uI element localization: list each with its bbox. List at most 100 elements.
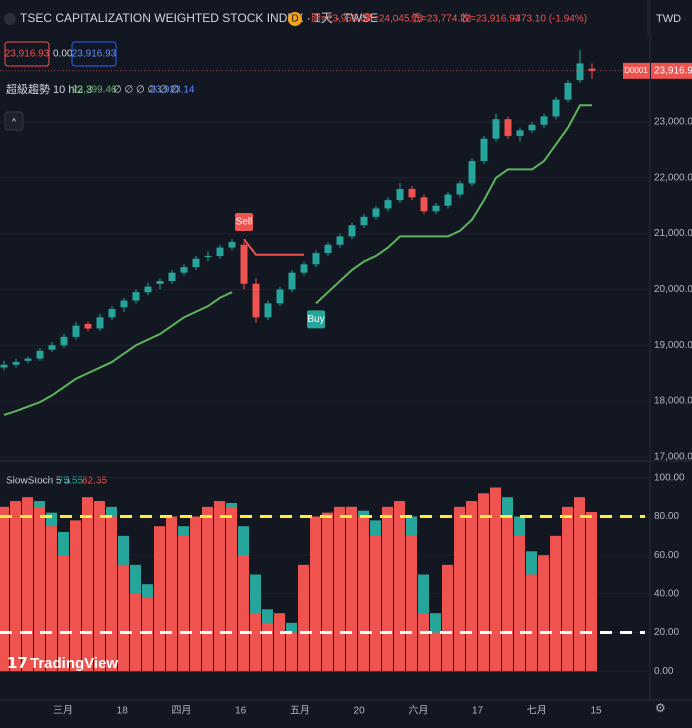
candle-body: [384, 200, 392, 209]
change: -473.10 (-1.94%): [512, 14, 587, 25]
y-tick-label: 80.00: [654, 511, 679, 522]
candle-body: [480, 138, 488, 162]
candle-body: [540, 116, 548, 125]
indicator-value2: 23,923.14: [150, 85, 195, 96]
y-tick-label: 23,000.00: [654, 117, 692, 128]
stoch-bar: [562, 506, 573, 672]
stoch-bar: [574, 497, 585, 672]
candle-body: [516, 130, 524, 136]
candle-body: [444, 194, 452, 206]
stoch-bar: [358, 516, 369, 672]
stoch-bar: [406, 535, 417, 672]
candle-body: [120, 300, 128, 308]
stoch-bar: [454, 506, 465, 672]
stoch-bar: [322, 512, 333, 672]
candle-body: [552, 99, 560, 117]
candle-body: [240, 244, 248, 284]
stoch-bar: [154, 526, 165, 672]
sell-price[interactable]: 23,916.93: [5, 49, 50, 60]
collapse-icon[interactable]: ^: [11, 117, 17, 129]
candle-body: [144, 286, 152, 293]
candle-body: [468, 161, 476, 184]
x-tick-label: 三月: [53, 705, 73, 717]
x-tick-label: 15: [590, 706, 602, 717]
x-tick-label: 四月: [171, 705, 191, 717]
candle-body: [456, 183, 464, 195]
candle-body: [576, 63, 584, 81]
candle-body: [396, 188, 404, 201]
stoch-d: 75.55: [58, 476, 83, 487]
candle-body: [372, 208, 380, 217]
stoch-bar: [214, 501, 225, 672]
stoch-bar: [58, 555, 69, 672]
icon: [4, 13, 16, 25]
y-tick-label: 100.00: [654, 472, 685, 483]
y-tick-label: 19,000.00: [654, 340, 692, 351]
badge-text: D: [291, 14, 298, 25]
stoch-bar: [550, 535, 561, 672]
x-tick-label: 六月: [408, 705, 428, 717]
stoch-bar: [346, 506, 357, 672]
candle-body: [192, 258, 200, 268]
indicator-extra: ∅ ∅ ∅ ∅ ∅ ∅: [113, 85, 179, 96]
sell-button[interactable]: [4, 41, 50, 67]
indicator-name: 超級趨勢 10 hl2 3: [6, 82, 92, 96]
candle-body: [12, 361, 20, 365]
stoch-bar: [262, 622, 273, 672]
ohlc-close: 收=23,916.93: [460, 12, 521, 25]
currency[interactable]: TWD: [656, 13, 681, 25]
signal-box: [235, 212, 253, 231]
signal-box: [307, 310, 325, 329]
candle-body: [360, 216, 368, 226]
signal-label: Buy: [307, 314, 324, 325]
stoch-bar: [0, 506, 9, 672]
tag-box: [623, 62, 650, 79]
stoch-bar: [526, 574, 537, 672]
candle-body: [564, 82, 572, 100]
stoch-bar: [478, 493, 489, 672]
stoch-bar: [142, 597, 153, 672]
ohlc-low: 低=23,774.22: [411, 12, 472, 25]
last-price-box: [651, 62, 692, 79]
candle-body: [348, 225, 356, 237]
stoch-bar: [34, 506, 45, 672]
settings-icon[interactable]: ⚙: [655, 701, 666, 715]
candle-body: [588, 68, 596, 71]
stoch-bar: [22, 497, 33, 672]
y-tick-label: 17,000.00: [654, 451, 692, 462]
candle-body: [504, 119, 512, 136]
x-tick-label: 16: [235, 706, 247, 717]
stoch-bar: [118, 564, 129, 672]
candle-body: [420, 197, 428, 212]
x-tick-label: 20: [354, 706, 366, 717]
collapse-button[interactable]: [4, 111, 24, 131]
y-tick-label: 18,000.00: [654, 396, 692, 407]
candle-body: [168, 272, 176, 282]
stoch-bar: [226, 506, 237, 672]
stoch-bar: [94, 501, 105, 672]
candle-body: [432, 205, 440, 212]
stoch-bar: [106, 516, 117, 672]
candle-body: [276, 289, 284, 304]
y-tick-label: 21,000.00: [654, 228, 692, 239]
buy-price[interactable]: 23,916.93: [72, 49, 117, 60]
y-tick-label: 0.00: [654, 666, 674, 677]
candle-body: [288, 272, 296, 290]
candle-body: [312, 253, 320, 265]
y-tick-label: 60.00: [654, 550, 679, 561]
candle-body: [264, 303, 272, 318]
candle-body: [96, 317, 104, 329]
stoch-bar: [298, 564, 309, 672]
supertrend-line: [243, 238, 304, 256]
stoch-bar: [238, 555, 249, 672]
indicator-value: 23,299.46: [72, 85, 117, 96]
candle-body: [72, 325, 80, 337]
symbol-tag: D0001: [624, 66, 648, 75]
stoch-bar: [202, 506, 213, 672]
candle-body: [60, 336, 68, 346]
stoch-bar: [82, 497, 93, 672]
buy-button[interactable]: [71, 41, 117, 67]
stoch-bar: [418, 613, 429, 672]
